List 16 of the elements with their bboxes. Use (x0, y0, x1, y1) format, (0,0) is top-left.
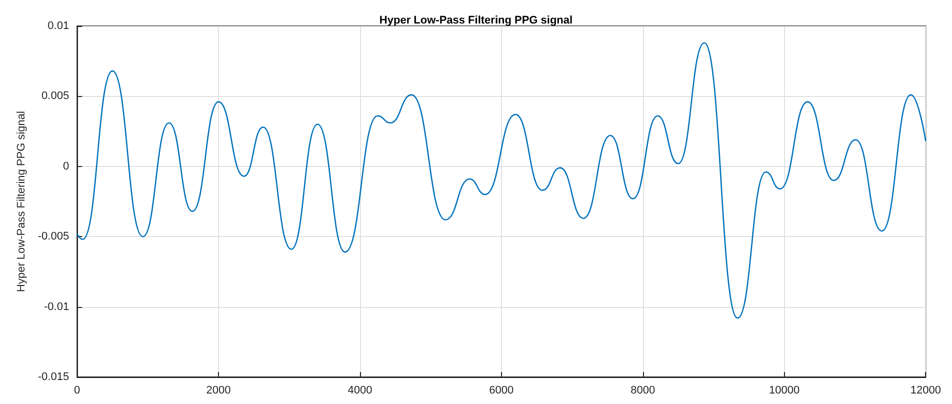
x-tick-label: 6000 (489, 384, 514, 396)
y-tick-label: -0.005 (38, 230, 70, 243)
x-tick-label: 0 (74, 384, 80, 396)
line-series (76, 42, 926, 319)
y-axis-title: Hyper Low-Pass Filtering PPG signal (16, 111, 28, 292)
x-tick-label: 8000 (630, 384, 656, 396)
y-tick-label: -0.01 (44, 300, 70, 313)
x-tick-label: 10000 (768, 384, 800, 396)
y-tick-label: -0.015 (38, 371, 70, 383)
x-tick-label: 12000 (910, 384, 942, 396)
chart-title: Hyper Low-Pass Filtering PPG signal (379, 14, 573, 26)
y-tick-label: 0 (62, 160, 70, 172)
y-tick-label: 0.005 (42, 90, 70, 102)
x-tick-label: 4000 (348, 384, 372, 396)
x-tick-label: 2000 (206, 384, 231, 396)
y-tick-label: 0.01 (48, 20, 70, 32)
